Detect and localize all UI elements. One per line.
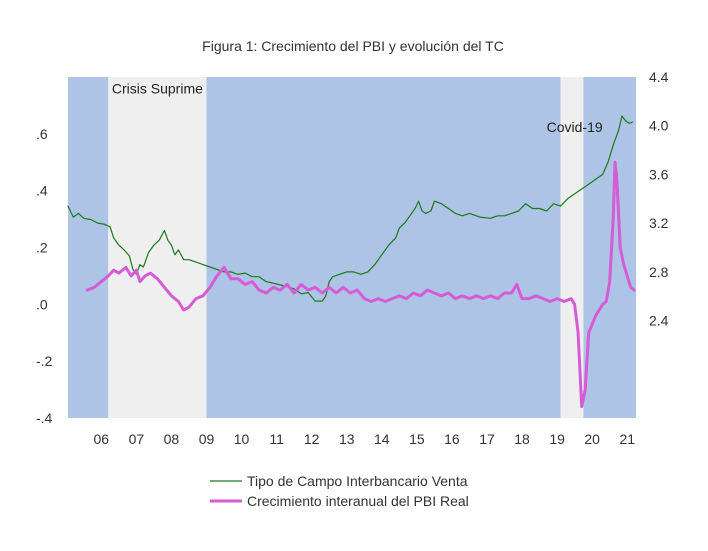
x-axis: 06 07 08 09 10 11 12 13 14 15 16 17 18 19 20 21 xyxy=(94,431,636,447)
chart-title: Figura 1: Crecimiento del PBI y evolució… xyxy=(202,38,504,54)
shaded-period-2 xyxy=(206,77,561,418)
shaded-period-1 xyxy=(108,77,207,418)
y-left-tick-label: .4 xyxy=(36,183,48,199)
y-left-tick-label: -.4 xyxy=(36,410,53,426)
x-tick-label: 18 xyxy=(514,431,530,447)
x-tick-label: 21 xyxy=(619,431,635,447)
legend: Tipo de Campo Interbancario Venta Crecimi… xyxy=(210,473,469,509)
annotation-0: Crisis Suprime xyxy=(112,80,203,96)
y-right-tick-label: 4.0 xyxy=(649,118,669,134)
x-tick-label: 14 xyxy=(374,431,390,447)
legend-label-1: Crecimiento interanual del PBI Real xyxy=(247,493,469,509)
y-axis-right: 4.4 4.0 3.6 3.2 2.8 2.4 xyxy=(649,69,669,329)
x-tick-label: 12 xyxy=(304,431,320,447)
x-tick-label: 06 xyxy=(94,431,110,447)
x-tick-label: 10 xyxy=(234,431,250,447)
x-tick-label: 08 xyxy=(164,431,180,447)
x-tick-label: 17 xyxy=(479,431,495,447)
shaded-period-0 xyxy=(68,77,109,418)
y-right-tick-label: 4.4 xyxy=(649,69,669,85)
x-tick-label: 11 xyxy=(269,431,284,447)
shaded-periods xyxy=(68,77,636,418)
annotations: Crisis Suprime Covid-19 xyxy=(112,80,603,135)
y-axis-left: .6 .4 .2 .0 -.2 -.4 xyxy=(36,126,53,426)
x-tick-label: 19 xyxy=(549,431,565,447)
y-right-tick-label: 2.8 xyxy=(649,264,669,280)
shaded-period-4 xyxy=(583,77,636,418)
x-tick-label: 09 xyxy=(199,431,215,447)
y-left-tick-label: -.2 xyxy=(36,353,53,369)
series-line-1 xyxy=(85,160,636,409)
y-left-tick-label: .0 xyxy=(36,296,48,312)
y-right-tick-label: 3.2 xyxy=(649,215,669,231)
x-tick-label: 07 xyxy=(129,431,145,447)
x-tick-label: 16 xyxy=(444,431,460,447)
y-left-tick-label: .6 xyxy=(36,126,48,142)
annotation-1: Covid-19 xyxy=(547,119,603,135)
y-right-tick-label: 3.6 xyxy=(649,166,669,182)
x-tick-label: 13 xyxy=(339,431,355,447)
series-layer xyxy=(67,115,636,409)
series-line-0 xyxy=(67,115,634,302)
x-tick-label: 20 xyxy=(584,431,600,447)
y-right-tick-label: 2.4 xyxy=(649,313,669,329)
legend-label-0: Tipo de Campo Interbancario Venta xyxy=(247,473,468,489)
y-left-tick-label: .2 xyxy=(36,240,48,256)
x-tick-label: 15 xyxy=(409,431,425,447)
